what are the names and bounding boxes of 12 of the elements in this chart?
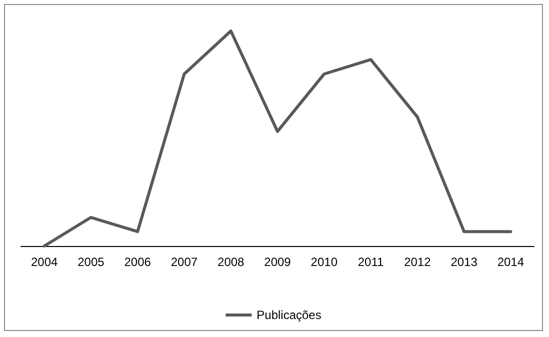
x-tick-label: 2011 bbox=[358, 255, 384, 269]
legend-label: Publicações bbox=[256, 308, 322, 322]
x-tick-label: 2010 bbox=[310, 255, 338, 269]
x-tick-label: 2012 bbox=[404, 255, 432, 269]
x-tick-label: 2008 bbox=[218, 255, 245, 269]
x-tick-label: 2005 bbox=[78, 255, 105, 269]
x-tick-label: 2014 bbox=[497, 255, 524, 269]
x-tick-label: 2004 bbox=[30, 255, 58, 269]
x-tick-label: 2006 bbox=[124, 255, 152, 269]
x-tick-label: 2007 bbox=[170, 255, 198, 269]
x-tick-label: 2009 bbox=[264, 255, 292, 269]
x-tick-label: 2013 bbox=[450, 255, 478, 269]
